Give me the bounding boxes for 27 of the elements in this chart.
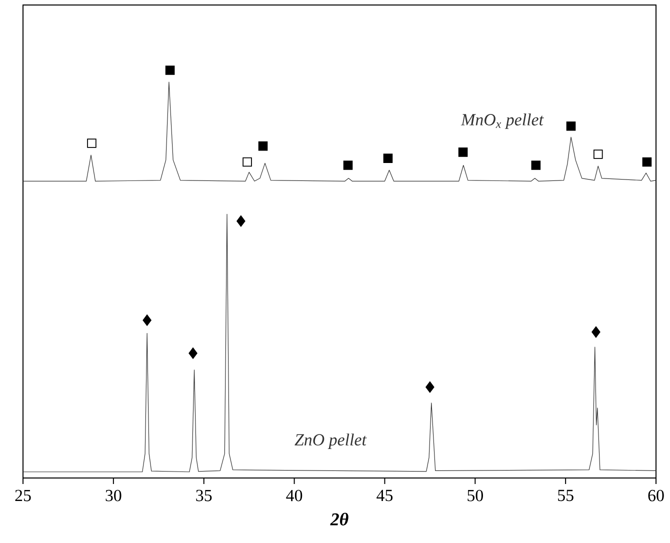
- point: [165, 66, 175, 75]
- x-axis-title: 2θ: [330, 512, 348, 526]
- point: [592, 326, 600, 338]
- point: [87, 138, 96, 148]
- point: [343, 160, 353, 170]
- x-tick-label: 40: [286, 490, 302, 502]
- x-tick-label: 45: [376, 490, 393, 502]
- x-tick-label: 35: [196, 490, 212, 502]
- point: [566, 121, 576, 131]
- point: [383, 154, 393, 163]
- point: [142, 314, 152, 326]
- point: [236, 215, 246, 227]
- point: [258, 141, 268, 151]
- point: [458, 148, 468, 157]
- x-tick-label: 60: [648, 490, 664, 502]
- x-tick-label: 50: [468, 490, 483, 502]
- point: [242, 157, 252, 167]
- x-tick-label: 25: [15, 490, 31, 502]
- point: [188, 348, 198, 359]
- x-tick-label: 30: [106, 490, 122, 502]
- point: [593, 150, 603, 159]
- point: [642, 157, 652, 167]
- point: [426, 381, 434, 393]
- series-label: MnO$_{x}$ pellet: [460, 114, 544, 129]
- series-label: ZnO pellet: [294, 434, 367, 449]
- x-tick-label: 55: [558, 490, 574, 502]
- point: [531, 160, 541, 170]
